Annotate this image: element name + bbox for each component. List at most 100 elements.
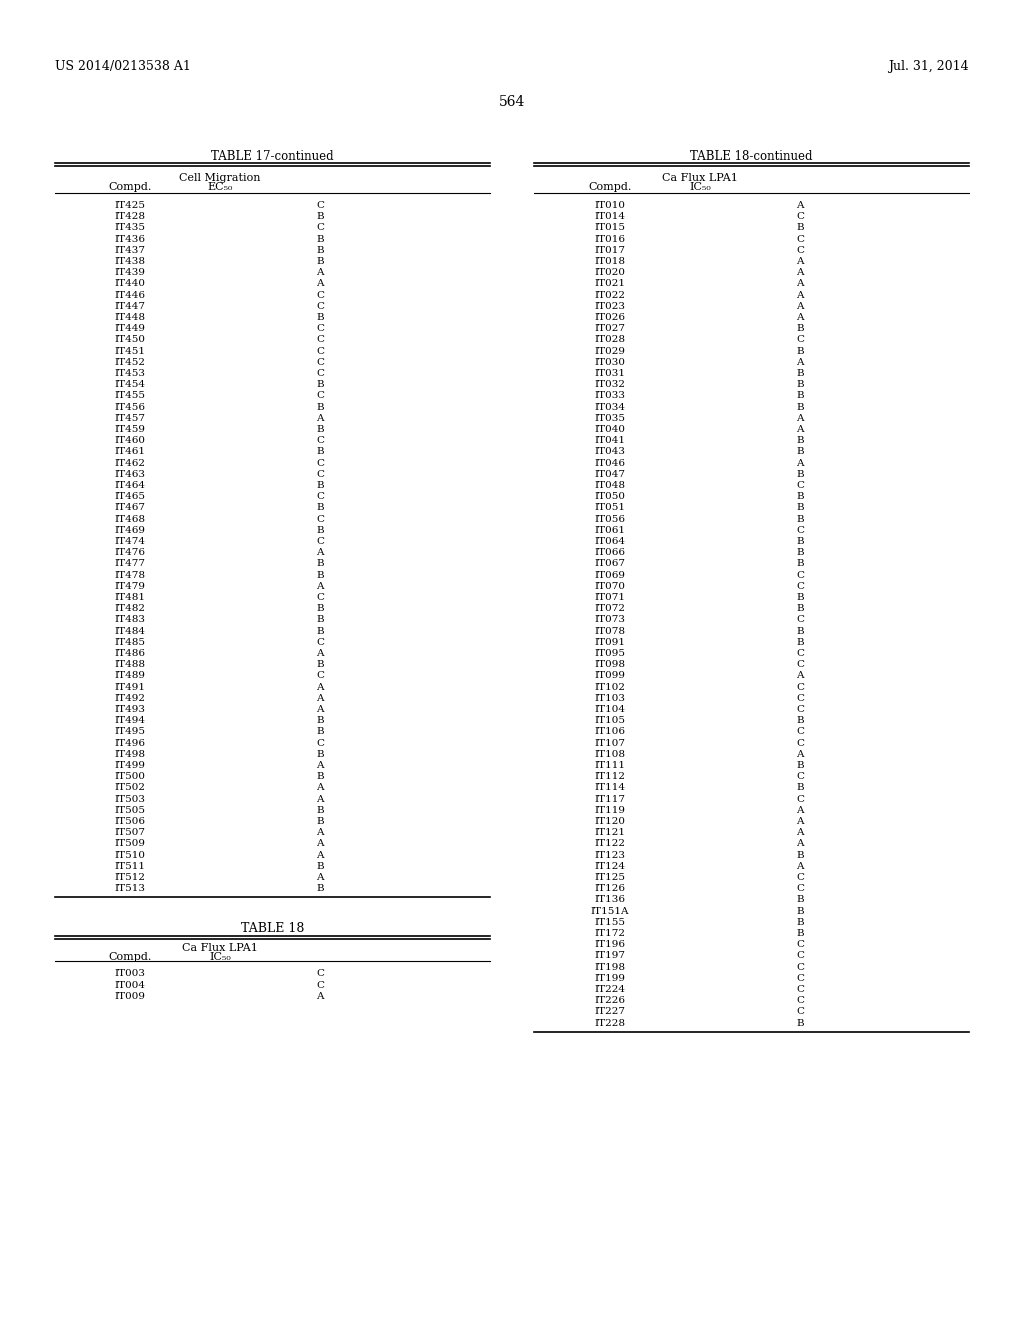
Text: IT099: IT099 bbox=[595, 672, 626, 680]
Text: IT136: IT136 bbox=[595, 895, 626, 904]
Text: C: C bbox=[316, 969, 324, 978]
Text: A: A bbox=[797, 280, 804, 288]
Text: IT095: IT095 bbox=[595, 649, 626, 657]
Text: B: B bbox=[316, 660, 324, 669]
Text: A: A bbox=[316, 694, 324, 702]
Text: A: A bbox=[316, 268, 324, 277]
Text: IT027: IT027 bbox=[595, 325, 626, 333]
Text: C: C bbox=[316, 201, 324, 210]
Text: IT111: IT111 bbox=[595, 762, 626, 770]
Text: B: B bbox=[797, 392, 804, 400]
Text: IT026: IT026 bbox=[595, 313, 626, 322]
Text: IT453: IT453 bbox=[115, 370, 145, 378]
Text: C: C bbox=[796, 940, 804, 949]
Text: C: C bbox=[316, 392, 324, 400]
Text: IT464: IT464 bbox=[115, 480, 145, 490]
Text: IT009: IT009 bbox=[115, 991, 145, 1001]
Text: TABLE 18-continued: TABLE 18-continued bbox=[690, 150, 813, 162]
Text: IT121: IT121 bbox=[595, 828, 626, 837]
Text: IT439: IT439 bbox=[115, 268, 145, 277]
Text: IT021: IT021 bbox=[595, 280, 626, 288]
Text: IT030: IT030 bbox=[595, 358, 626, 367]
Text: IT477: IT477 bbox=[115, 560, 145, 569]
Text: IT151A: IT151A bbox=[591, 907, 630, 916]
Text: A: A bbox=[797, 805, 804, 814]
Text: C: C bbox=[316, 347, 324, 355]
Text: IT112: IT112 bbox=[595, 772, 626, 781]
Text: B: B bbox=[797, 605, 804, 614]
Text: B: B bbox=[797, 515, 804, 524]
Text: C: C bbox=[796, 570, 804, 579]
Text: IT197: IT197 bbox=[595, 952, 626, 961]
Text: IT120: IT120 bbox=[595, 817, 626, 826]
Text: C: C bbox=[796, 705, 804, 714]
Text: IT488: IT488 bbox=[115, 660, 145, 669]
Text: IT069: IT069 bbox=[595, 570, 626, 579]
Text: B: B bbox=[316, 403, 324, 412]
Text: C: C bbox=[796, 997, 804, 1006]
Text: EC₅₀: EC₅₀ bbox=[207, 182, 232, 191]
Text: B: B bbox=[797, 929, 804, 939]
Text: IT104: IT104 bbox=[595, 705, 626, 714]
Text: C: C bbox=[796, 660, 804, 669]
Text: C: C bbox=[796, 335, 804, 345]
Text: IT227: IT227 bbox=[595, 1007, 626, 1016]
Text: IT066: IT066 bbox=[595, 548, 626, 557]
Text: C: C bbox=[796, 739, 804, 747]
Text: C: C bbox=[316, 515, 324, 524]
Text: C: C bbox=[316, 672, 324, 680]
Text: IT102: IT102 bbox=[595, 682, 626, 692]
Text: IT484: IT484 bbox=[115, 627, 145, 636]
Text: A: A bbox=[797, 750, 804, 759]
Text: C: C bbox=[316, 370, 324, 378]
Text: IT018: IT018 bbox=[595, 257, 626, 267]
Text: IT015: IT015 bbox=[595, 223, 626, 232]
Text: 564: 564 bbox=[499, 95, 525, 110]
Text: A: A bbox=[797, 862, 804, 871]
Text: B: B bbox=[797, 548, 804, 557]
Text: A: A bbox=[316, 682, 324, 692]
Text: C: C bbox=[796, 727, 804, 737]
Text: IT046: IT046 bbox=[595, 458, 626, 467]
Text: IT498: IT498 bbox=[115, 750, 145, 759]
Text: C: C bbox=[796, 525, 804, 535]
Text: IT043: IT043 bbox=[595, 447, 626, 457]
Text: B: B bbox=[797, 325, 804, 333]
Text: C: C bbox=[316, 335, 324, 345]
Text: C: C bbox=[316, 492, 324, 502]
Text: IT098: IT098 bbox=[595, 660, 626, 669]
Text: C: C bbox=[796, 694, 804, 702]
Text: IT476: IT476 bbox=[115, 548, 145, 557]
Text: IT003: IT003 bbox=[115, 969, 145, 978]
Text: IT124: IT124 bbox=[595, 862, 626, 871]
Text: IT123: IT123 bbox=[595, 850, 626, 859]
Text: A: A bbox=[316, 783, 324, 792]
Text: B: B bbox=[797, 717, 804, 725]
Text: IT503: IT503 bbox=[115, 795, 145, 804]
Text: IT106: IT106 bbox=[595, 727, 626, 737]
Text: IT023: IT023 bbox=[595, 302, 626, 310]
Text: C: C bbox=[796, 873, 804, 882]
Text: Ca Flux LPA1: Ca Flux LPA1 bbox=[663, 173, 738, 183]
Text: C: C bbox=[796, 795, 804, 804]
Text: IT119: IT119 bbox=[595, 805, 626, 814]
Text: IT511: IT511 bbox=[115, 862, 145, 871]
Text: C: C bbox=[796, 213, 804, 222]
Text: C: C bbox=[796, 985, 804, 994]
Text: IT438: IT438 bbox=[115, 257, 145, 267]
Text: IT450: IT450 bbox=[115, 335, 145, 345]
Text: B: B bbox=[797, 638, 804, 647]
Text: A: A bbox=[797, 358, 804, 367]
Text: IT502: IT502 bbox=[115, 783, 145, 792]
Text: B: B bbox=[797, 593, 804, 602]
Text: B: B bbox=[316, 727, 324, 737]
Text: IT495: IT495 bbox=[115, 727, 145, 737]
Text: B: B bbox=[797, 895, 804, 904]
Text: IT467: IT467 bbox=[115, 503, 145, 512]
Text: IT155: IT155 bbox=[595, 917, 626, 927]
Text: IT468: IT468 bbox=[115, 515, 145, 524]
Text: IT513: IT513 bbox=[115, 884, 145, 894]
Text: TABLE 18: TABLE 18 bbox=[241, 923, 304, 936]
Text: IT448: IT448 bbox=[115, 313, 145, 322]
Text: IT125: IT125 bbox=[595, 873, 626, 882]
